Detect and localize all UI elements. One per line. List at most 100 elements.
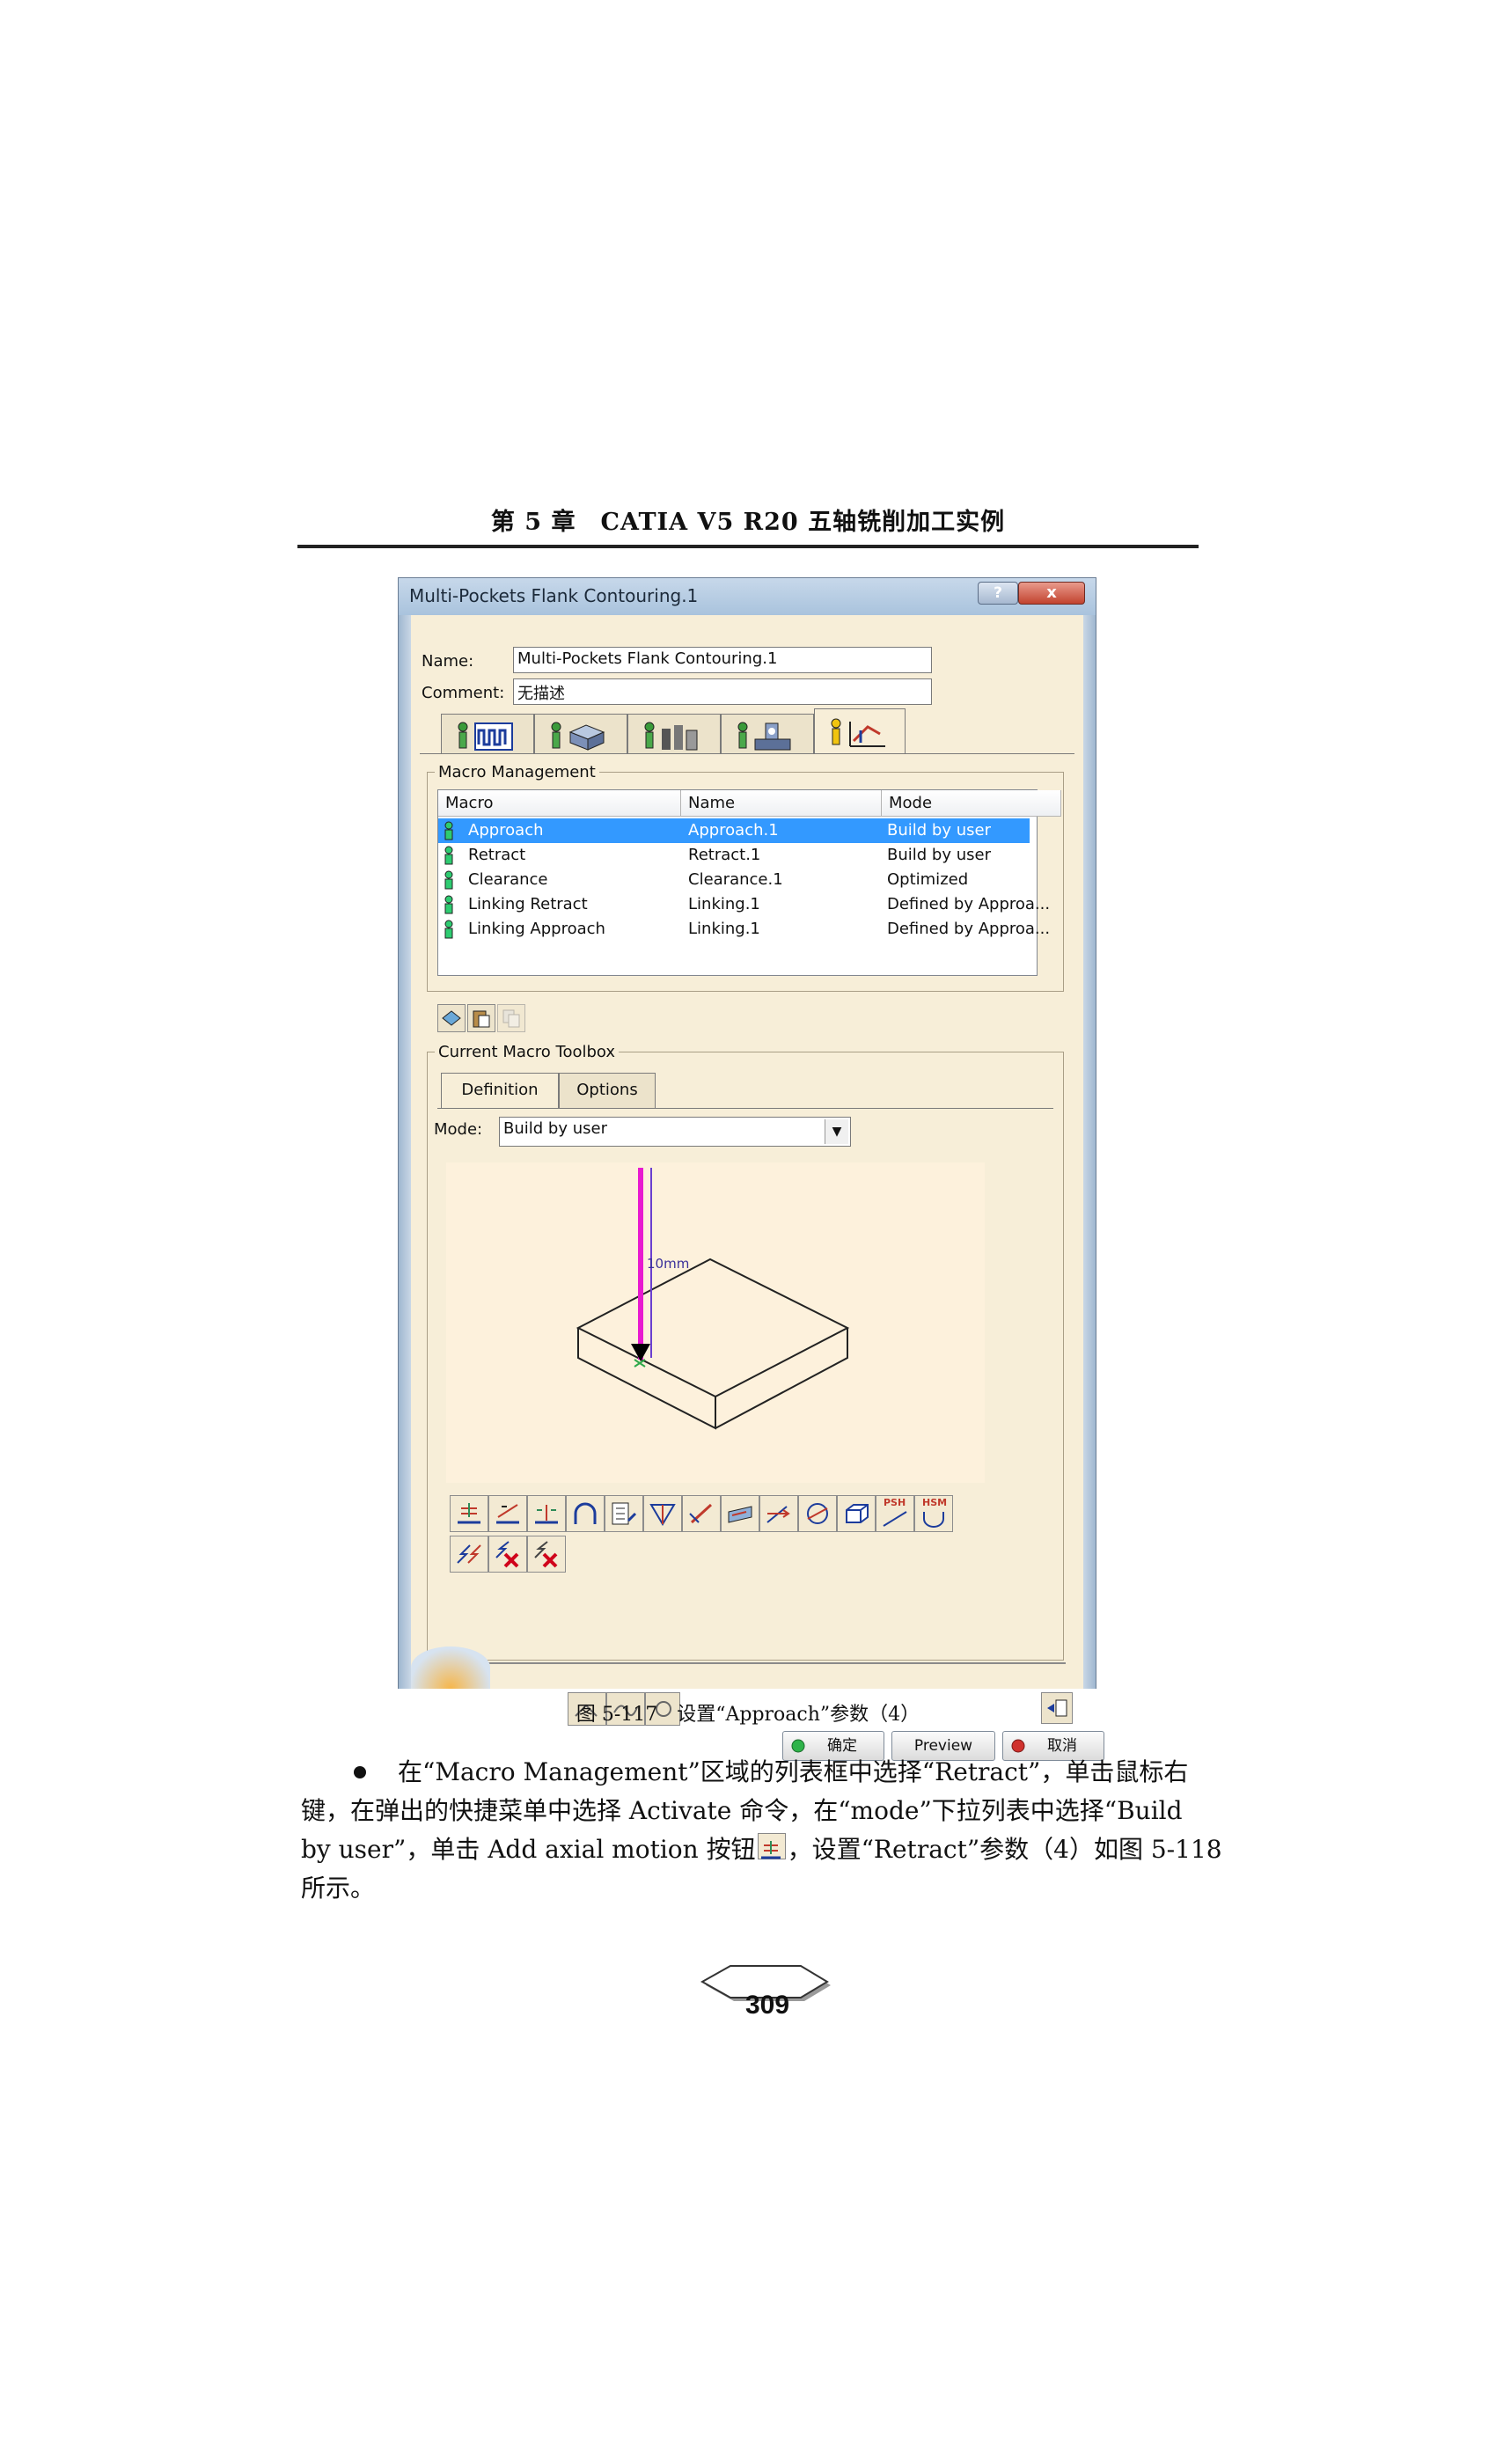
tab-tool[interactable] <box>627 714 721 754</box>
add-motion-to-plane-button[interactable] <box>721 1495 759 1532</box>
macro-row-linking-approach[interactable]: Linking Approach Linking.1 Defined by Ap… <box>438 917 1050 942</box>
macro-list[interactable]: Macro Name Mode Approach Approach.1 Buil… <box>437 789 1061 976</box>
add-axial-motion-icon <box>458 1503 480 1524</box>
column-header-mode[interactable]: Mode <box>882 790 1061 817</box>
add-ramping-motion-button[interactable] <box>605 1495 643 1532</box>
add-tangent-motion-button[interactable] <box>488 1495 527 1532</box>
macro-management-legend: Macro Management <box>438 763 596 781</box>
name-cell: Clearance.1 <box>688 870 783 889</box>
name-field[interactable]: Multi-Pockets Flank Contouring.1 <box>513 647 932 673</box>
separator <box>423 1662 1066 1664</box>
add-box-motion-icon <box>846 1504 869 1523</box>
close-button[interactable]: x <box>1018 582 1085 605</box>
mode-select-value: Build by user <box>503 1119 607 1138</box>
remove-motion-button[interactable] <box>488 1536 527 1573</box>
macro-status-icon <box>444 895 453 914</box>
body-line-4: 所示。 <box>301 1874 376 1903</box>
tab-strategy[interactable] <box>441 714 534 754</box>
expand-icon <box>1047 1699 1067 1717</box>
column-header-name[interactable]: Name <box>681 790 882 817</box>
tab-panel-border <box>420 753 1074 754</box>
tab-geometry[interactable] <box>534 714 627 754</box>
current-macro-toolbox-group: Current Macro Toolbox <box>427 1043 1064 1661</box>
add-motion-to-plane-icon <box>728 1506 752 1523</box>
body-line-3-start: by user”，单击 Add axial motion 按钮 <box>301 1835 756 1864</box>
dialog-title: Multi-Pockets Flank Contouring.1 <box>409 585 699 606</box>
header-rule <box>297 545 1199 548</box>
analyze-button[interactable] <box>645 1692 680 1726</box>
macro-row-linking-retract[interactable]: Linking Retract Linking.1 Defined by App… <box>438 892 1050 917</box>
body-line-2: 键，在弹出的快捷菜单中选择 Activate 命令，在“mode”下拉列表中选择… <box>301 1796 1183 1825</box>
dialog-body: Name: Multi-Pockets Flank Contouring.1 C… <box>411 615 1104 1761</box>
add-axial-motion-button[interactable] <box>450 1495 488 1532</box>
macro-row-approach[interactable]: Approach Approach.1 Build by user <box>438 818 1030 843</box>
macro-cell: Retract <box>468 846 526 864</box>
psh-button[interactable]: PSH <box>876 1495 914 1532</box>
distance-label: 10mm <box>647 1256 690 1272</box>
tab-macros[interactable] <box>814 708 906 754</box>
macro-management-group: Macro Management <box>427 763 1064 992</box>
remove-motion-icon <box>495 1541 519 1568</box>
paste-icon <box>473 1010 490 1028</box>
body-line-3: by user”，单击 Add axial motion 按钮 ，设置“Retra… <box>301 1830 1222 1869</box>
taskbar-orb <box>411 1646 490 1689</box>
cancel-label: 取消 <box>1047 1737 1077 1755</box>
mode-label: Mode: <box>434 1120 483 1139</box>
macro-cell: Clearance <box>468 870 548 889</box>
comment-field[interactable]: 无描述 <box>513 678 932 705</box>
chevron-down-icon[interactable]: ▼ <box>825 1119 848 1144</box>
tab-options[interactable]: Options <box>559 1073 656 1108</box>
add-motion-to-line-icon <box>766 1506 790 1523</box>
subtab-panel-border <box>437 1108 1053 1109</box>
dialog-titlebar: Multi-Pockets Flank Contouring.1 ? x <box>399 578 1096 616</box>
mode-cell: Build by user <box>887 846 991 864</box>
body-line-3-end: ，设置“Retract”参数（4）如图 5-118 <box>787 1835 1222 1864</box>
add-axial-motion-inline-icon <box>757 1833 786 1859</box>
remove-all-motions-button[interactable] <box>527 1536 566 1573</box>
macro-preview-drawing <box>576 1168 850 1430</box>
tool-path-replay-button[interactable] <box>568 1692 606 1726</box>
preview-button[interactable]: Preview <box>891 1731 995 1761</box>
analyze-icon <box>656 1701 671 1717</box>
add-circular-motion-button[interactable] <box>566 1495 605 1532</box>
add-circular-arc-icon <box>807 1503 828 1524</box>
help-button[interactable]: ? <box>978 582 1018 605</box>
hsm-button[interactable]: HSM <box>914 1495 953 1532</box>
ok-label: 确定 <box>827 1737 857 1755</box>
geometry-tab-icon <box>551 722 605 751</box>
macro-status-icon <box>444 920 453 939</box>
bullet-icon <box>354 1766 366 1778</box>
add-goto-point-button[interactable] <box>643 1495 682 1532</box>
add-goto-point-icon <box>649 1504 676 1526</box>
strategy-tab-icon <box>458 722 513 751</box>
mode-cell: Defined by Approa... <box>887 920 1051 938</box>
replay-icon <box>575 1704 598 1717</box>
mode-select[interactable]: Build by user ▼ <box>499 1117 851 1147</box>
macro-status-icon <box>444 846 453 865</box>
current-macro-toolbox-legend: Current Macro Toolbox <box>438 1043 616 1061</box>
tab-feeds[interactable] <box>721 714 814 754</box>
add-circular-arc-button[interactable] <box>798 1495 837 1532</box>
cancel-button[interactable]: 取消 <box>1002 1731 1104 1761</box>
copy-button[interactable] <box>497 1004 525 1032</box>
add-motion-perpendicular-button[interactable] <box>682 1495 721 1532</box>
video-icon <box>613 1705 638 1717</box>
window-frame-right <box>1083 615 1096 1689</box>
ok-button[interactable]: 确定 <box>782 1731 884 1761</box>
cancel-icon <box>1011 1739 1025 1753</box>
activate-button[interactable] <box>437 1004 466 1032</box>
tab-definition[interactable]: Definition <box>441 1073 559 1108</box>
expand-button[interactable] <box>1041 1692 1073 1724</box>
video-simulation-button[interactable] <box>606 1692 645 1726</box>
column-header-macro[interactable]: Macro <box>438 790 681 817</box>
add-normal-motion-button[interactable] <box>527 1495 566 1532</box>
paste-button[interactable] <box>467 1004 495 1032</box>
copy-motion-button[interactable] <box>450 1536 488 1573</box>
macro-row-clearance[interactable]: Clearance Clearance.1 Optimized <box>438 868 1030 892</box>
macro-row-retract[interactable]: Retract Retract.1 Build by user <box>438 843 1030 868</box>
add-motion-to-line-button[interactable] <box>759 1495 798 1532</box>
motion-toolbar: PSH HSM <box>450 1495 960 1534</box>
macro-cell: Approach <box>468 821 544 840</box>
add-box-motion-button[interactable] <box>837 1495 876 1532</box>
feeds-speeds-tab-icon <box>737 722 791 751</box>
